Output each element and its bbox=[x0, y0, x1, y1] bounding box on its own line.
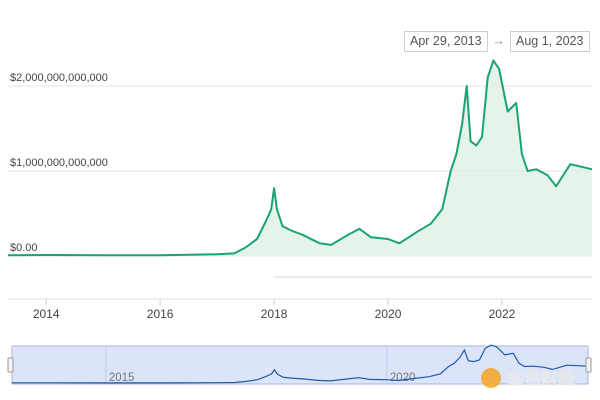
navigator-handle-right[interactable] bbox=[585, 357, 592, 373]
date-range-to-input[interactable]: Aug 1, 2023 bbox=[510, 31, 590, 52]
y-tick-label: $2,000,000,000,000 bbox=[10, 72, 108, 84]
navigator-handle-left[interactable] bbox=[7, 357, 14, 373]
navigator-series bbox=[12, 344, 589, 384]
x-tick-label: 2022 bbox=[489, 307, 516, 321]
series-line bbox=[7, 59, 593, 257]
watermark-text: 金色财经 bbox=[506, 368, 575, 388]
y-tick-label: $1,000,000,000,000 bbox=[10, 157, 108, 169]
jinse-logo-icon bbox=[481, 368, 501, 388]
series-layer bbox=[7, 59, 593, 257]
navigator-line bbox=[12, 344, 589, 384]
x-tick-label: 2014 bbox=[33, 307, 60, 321]
x-axis: 2014 2016 2018 2020 2022 bbox=[33, 299, 516, 321]
y-tick-label: $0.00 bbox=[10, 242, 38, 254]
range-navigator[interactable]: 2015 2020 bbox=[7, 344, 592, 385]
navigator-label: 2020 bbox=[390, 372, 416, 384]
navigator-labels: 2015 2020 bbox=[105, 347, 416, 384]
date-range-from-input[interactable]: Apr 29, 2013 bbox=[404, 31, 488, 52]
watermark: 金色财经 bbox=[481, 368, 575, 388]
x-tick-label: 2018 bbox=[261, 307, 288, 321]
y-axis: $0.00 $1,000,000,000,000 $2,000,000,000,00… bbox=[10, 72, 108, 254]
date-range-arrow-icon: → bbox=[492, 33, 505, 48]
x-tick-label: 2016 bbox=[147, 307, 174, 321]
navigator-label: 2015 bbox=[109, 372, 135, 384]
series-area bbox=[8, 60, 592, 256]
x-tick-label: 2020 bbox=[375, 307, 402, 321]
